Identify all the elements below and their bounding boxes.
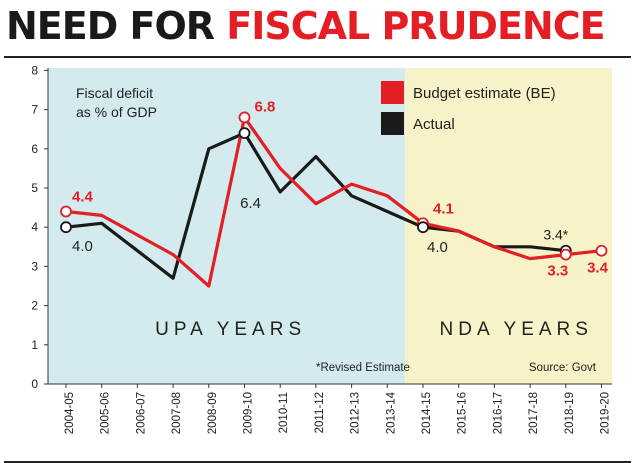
y-tick-label: 8 — [31, 63, 38, 77]
data-label-act-2014: 4.0 — [427, 239, 448, 256]
y-tick-label: 0 — [31, 377, 38, 391]
chart-frame: 0 1 2 3 4 5 6 7 8 2004-05 2005-06 2006-07 2007-08 200… — [4, 56, 631, 463]
x-tick-label: 2014-15 — [421, 392, 433, 434]
point-act-2004 — [60, 221, 72, 234]
y-tick-label: 5 — [31, 181, 38, 195]
x-tick-label: 2012-13 — [350, 392, 362, 434]
fiscal-deficit-chart: 0 1 2 3 4 5 6 7 8 2004-05 2005-06 2006-07 2007-08 200… — [31, 63, 612, 434]
legend-label-budget-estimate: Budget estimate (BE) — [413, 85, 556, 102]
x-tick-label: 2010-11 — [278, 392, 290, 433]
y-tick-label: 6 — [31, 142, 38, 156]
upa-era-label: UPA YEARS — [155, 319, 306, 340]
x-tick-label: 2006-07 — [135, 392, 147, 434]
x-tick-label: 2013-14 — [385, 391, 397, 434]
point-be-2004 — [60, 205, 72, 218]
y-tick-label: 7 — [31, 103, 38, 117]
y-tick-label: 2 — [31, 299, 38, 313]
x-tick-label: 2007-08 — [171, 392, 183, 434]
point-act-2014 — [417, 221, 429, 234]
point-act-2009 — [238, 127, 251, 140]
data-label-act-2009: 6.4 — [240, 195, 261, 212]
point-be-2019 — [595, 244, 608, 257]
x-tick-label: 2008-09 — [207, 392, 219, 434]
headline: NEED FOR FISCAL PRUDENCE — [6, 2, 606, 50]
point-be-2018 — [559, 248, 572, 261]
point-be-2009 — [238, 111, 251, 124]
revised-estimate-note: *Revised Estimate — [316, 362, 410, 374]
x-tick-label: 2016-17 — [492, 392, 504, 434]
x-tick-label: 2004-05 — [64, 392, 76, 434]
data-label-act-2004: 4.0 — [72, 238, 93, 255]
data-label-be-2014: 4.1 — [433, 200, 454, 217]
x-tick-label: 2011-12 — [314, 392, 326, 433]
data-label-be-2009: 6.8 — [255, 98, 276, 115]
x-tick-label: 2009-10 — [243, 392, 255, 434]
data-label-be-2019: 3.4 — [587, 260, 609, 277]
data-label-be-2004: 4.4 — [72, 189, 94, 206]
x-tick-label: 2015-16 — [457, 392, 469, 434]
chart-title-line: Fiscal deficit — [76, 85, 153, 101]
x-tick-label: 2018-19 — [564, 392, 576, 434]
x-tick-label: 2005-06 — [100, 392, 112, 434]
y-tick-label: 4 — [31, 220, 38, 234]
data-label-act-2018: 3.4* — [543, 227, 568, 243]
source-note: Source: Govt — [529, 362, 597, 374]
headline-part-2: FISCAL PRUDENCE — [226, 4, 605, 48]
budget-estimate-line — [64, 115, 604, 288]
y-tick-label: 3 — [31, 259, 38, 273]
legend-swatch-actual — [381, 112, 404, 135]
nda-era-label: NDA YEARS — [440, 319, 593, 340]
chart-title-line: as % of GDP — [76, 104, 157, 120]
x-tick-label: 2019-20 — [600, 392, 612, 434]
legend-swatch-budget-estimate — [381, 81, 404, 104]
x-tick-label: 2017-18 — [528, 392, 540, 434]
data-label-be-2018: 3.3 — [547, 263, 568, 280]
y-tick-label: 1 — [31, 338, 38, 352]
headline-part-1: NEED FOR — [6, 4, 227, 48]
legend-label-actual: Actual — [413, 116, 455, 133]
